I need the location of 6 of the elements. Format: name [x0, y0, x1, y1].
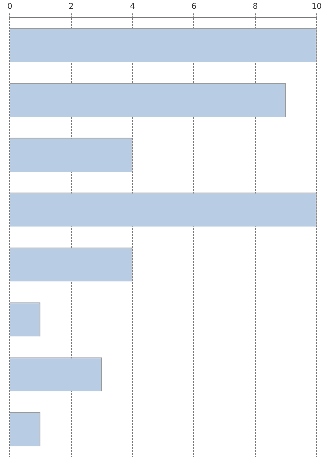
x-tick-label: 4	[130, 2, 136, 11]
x-tick-label: 10	[312, 2, 322, 11]
x-tick-label: 2	[68, 2, 74, 11]
x-tick-label: 0	[7, 2, 13, 11]
x-tick-label: 6	[192, 2, 197, 11]
x-tick-label: 8	[252, 2, 258, 11]
